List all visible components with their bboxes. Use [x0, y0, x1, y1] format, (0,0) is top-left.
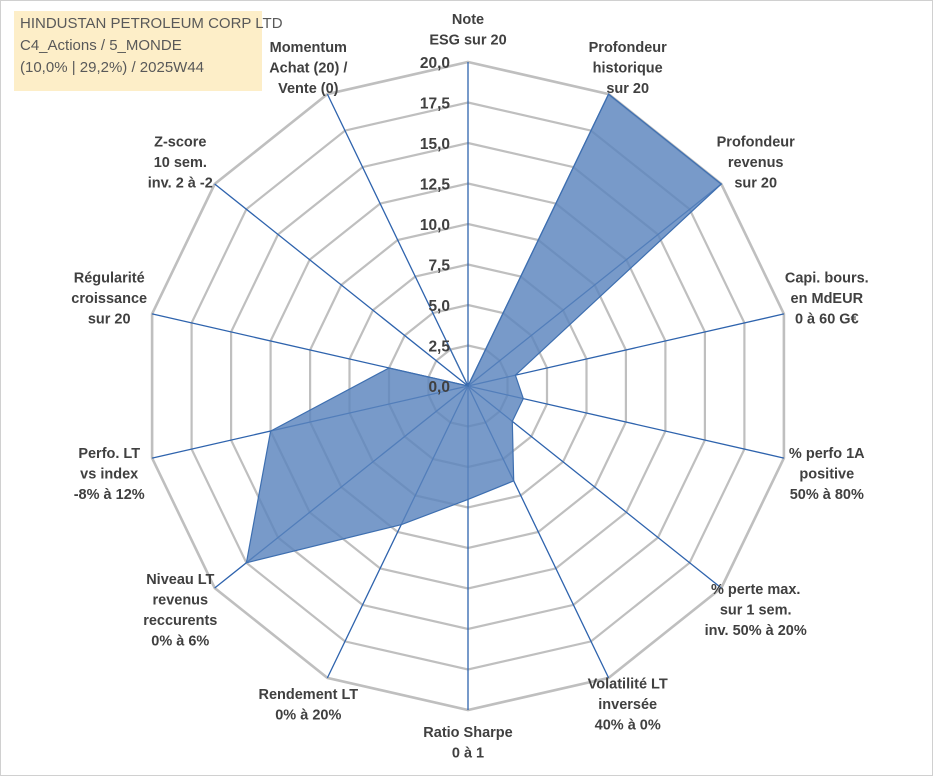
axis-label: Capi. bours. en MdEUR 0 à 60 G€	[785, 271, 869, 328]
axis-label: % perfo 1A positive 50% à 80%	[789, 446, 865, 503]
tick-label: 0,0	[428, 379, 450, 396]
axis-label: Rendement LT 0% à 20%	[258, 687, 358, 724]
tick-label: 15,0	[420, 136, 450, 153]
data-point	[513, 480, 515, 482]
data-point	[245, 562, 247, 564]
title-line-category: C4_Actions / 5_MONDE	[20, 37, 182, 54]
axis-label: Z-score 10 sem. inv. 2 à -2	[148, 134, 213, 191]
axis-label: Volatilité LT inversée 40% à 0%	[588, 677, 668, 734]
data-point	[400, 524, 402, 526]
data-point	[446, 341, 448, 343]
tick-label: 7,5	[428, 258, 450, 275]
axis-label: % perte max. sur 1 sem. inv. 50% à 20%	[705, 582, 807, 639]
tick-label: 2,5	[428, 339, 450, 356]
axis-label: Profondeur historique sur 20	[589, 40, 667, 97]
tick-label: 12,5	[420, 177, 451, 194]
axis-label: Perfo. LT vs index -8% à 12%	[74, 446, 145, 503]
data-point	[522, 398, 524, 400]
data-point	[270, 430, 272, 432]
tick-label: 20,0	[420, 55, 450, 72]
data-point	[720, 183, 722, 185]
axis-label: Niveau LT revenus reccurents 0% à 6%	[143, 572, 217, 650]
data-point	[511, 420, 513, 422]
axis-label: Momentum Achat (20) / Vente (0)	[269, 40, 347, 97]
axis-spoke	[214, 183, 469, 387]
chart-title-box: HINDUSTAN PETROLEUM CORP LTD C4_Actions …	[14, 11, 283, 91]
data-point	[514, 374, 517, 376]
data-point	[467, 385, 469, 387]
axis-spoke	[326, 93, 469, 387]
data-point	[608, 93, 610, 95]
axis-label: Régularité croissance sur 20	[71, 271, 147, 328]
axis-label: Note ESG sur 20	[429, 12, 506, 49]
axis-spoke	[467, 313, 785, 387]
series-area	[245, 93, 723, 564]
axis-label: Ratio Sharpe 0 à 1	[423, 725, 512, 762]
data-point	[388, 367, 390, 369]
title-line-company: HINDUSTAN PETROLEUM CORP LTD	[20, 15, 283, 32]
data-point	[467, 498, 469, 500]
tick-label: 10,0	[420, 217, 450, 234]
axis-label: Profondeur revenus sur 20	[717, 134, 795, 191]
tick-label: 5,0	[428, 298, 450, 315]
title-line-period: (10,0% | 29,2%) / 2025W44	[20, 59, 204, 76]
tick-label: 17,5	[420, 96, 451, 113]
